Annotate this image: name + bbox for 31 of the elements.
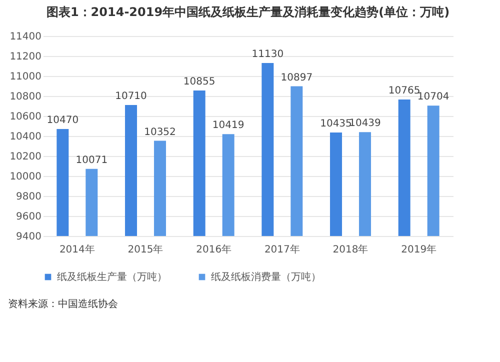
x-tick-label: 2017年	[264, 244, 300, 256]
x-tick-label: 2019年	[401, 244, 437, 256]
x-tick-label: 2016年	[196, 244, 232, 256]
data-label: 10419	[212, 120, 244, 132]
y-tick-label: 11400	[10, 32, 42, 42]
y-tick-label: 9800	[16, 192, 42, 202]
legend-label: 纸及纸板消费量（万吨）	[211, 271, 321, 283]
data-label: 10897	[280, 72, 313, 84]
y-tick-label: 11200	[10, 52, 42, 62]
x-tick-label: 2014年	[59, 244, 95, 256]
data-label: 10710	[115, 91, 147, 102]
chart-title: 图表1：2014-2019年中国纸及纸板生产量及消耗量变化趋势(单位：万吨)	[46, 5, 450, 19]
data-label: 11130	[252, 49, 284, 60]
y-tick-label: 10000	[10, 172, 42, 182]
y-tick-label: 10400	[10, 132, 42, 142]
data-label: 10439	[349, 118, 381, 130]
y-tick-label: 9600	[16, 212, 42, 222]
x-tick-label: 2015年	[128, 244, 164, 256]
y-tick-label: 10600	[10, 112, 42, 122]
data-label: 10470	[46, 115, 79, 126]
text: 资料来源：中国造纸协会	[8, 298, 118, 310]
y-tick-label: 9400	[16, 232, 42, 242]
data-label: 10855	[183, 76, 216, 88]
data-label: 10435	[320, 118, 352, 130]
data-label: 10071	[76, 154, 108, 166]
data-label: 10352	[144, 126, 176, 138]
y-tick-label: 10800	[10, 92, 42, 102]
y-tick-label: 11000	[10, 72, 42, 82]
y-tick-label: 10200	[10, 152, 42, 162]
legend-label: 纸及纸板生产量（万吨）	[57, 271, 167, 283]
x-tick-label: 2018年	[332, 244, 368, 256]
